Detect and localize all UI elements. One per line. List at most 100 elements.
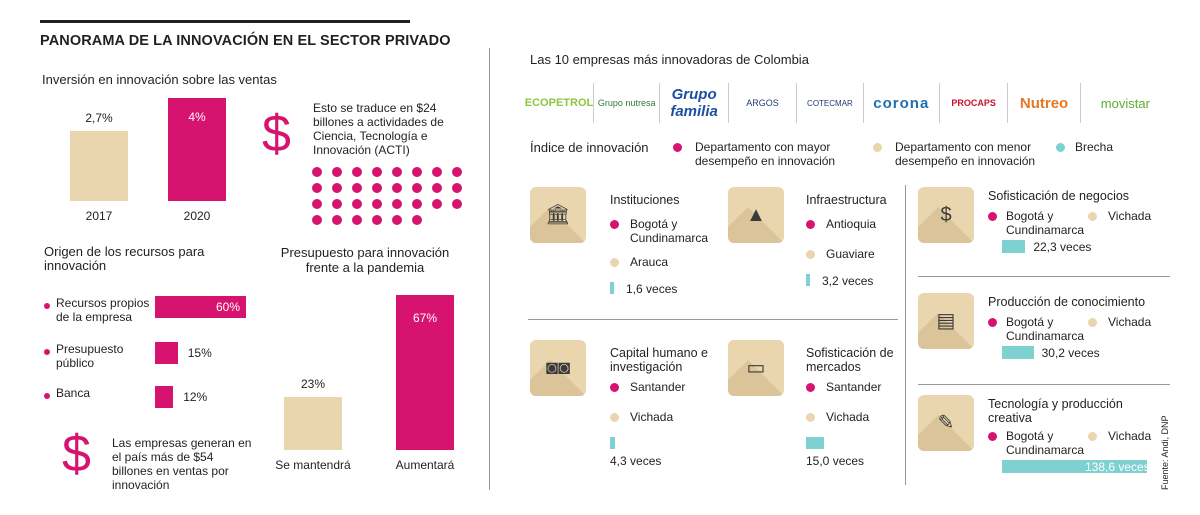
gap-bar (1002, 460, 1147, 473)
billion-dot (432, 199, 442, 209)
billion-dot (432, 183, 442, 193)
investment-bar (70, 131, 128, 201)
category-title: Producción de conocimiento (988, 295, 1146, 309)
gap-bar (1002, 240, 1026, 253)
low-dept-label: Vichada (630, 410, 674, 424)
origin-bar (155, 342, 178, 364)
logo-separator (659, 83, 661, 123)
gap-label: 1,6 veces (626, 282, 678, 296)
top-dept-dot (610, 220, 619, 229)
company-logo: Grupo nutresa (597, 98, 656, 108)
billion-dot (372, 199, 382, 209)
gap-label: 3,2 veces (822, 274, 874, 288)
title-rule (40, 20, 410, 23)
basket-icon-box: ▭ (728, 340, 784, 396)
company-logo: Nutreo (1019, 94, 1069, 112)
billion-dot (312, 167, 322, 177)
pencil-icon: ✎ (937, 412, 955, 434)
low-dept-label: Vichada (1108, 315, 1152, 329)
billion-dot (352, 215, 362, 225)
logo-separator (1079, 83, 1081, 123)
low-dept-label: Arauca (630, 255, 669, 269)
top-dept-label: Bogotá y Cundinamarca (1006, 429, 1085, 457)
billion-dot (352, 199, 362, 209)
document-icon: ▤ (936, 310, 956, 332)
investment-bar (168, 98, 226, 201)
billion-dot (352, 183, 362, 193)
dollar-icon: $ (62, 425, 91, 483)
row-divider (918, 276, 1170, 277)
logo-separator (1007, 83, 1009, 123)
billion-dot (352, 167, 362, 177)
coin-icon: $ (940, 204, 952, 226)
top-dept-label: Santander (630, 380, 686, 394)
category-title: Tecnología y producción creativa (988, 397, 1123, 425)
company-logos: ECOPETROL Grupo nutresa Grupo familia ARGOS… (525, 80, 1170, 126)
origin-bar (155, 386, 174, 408)
logo-separator (862, 83, 864, 123)
basket-icon: ▭ (746, 357, 766, 379)
budget-value-label: 67% (412, 311, 438, 325)
investment-note: Esto se traduce en $24 billones a activi… (313, 101, 444, 157)
gap-bar (610, 282, 614, 294)
origin-bullet (44, 303, 50, 309)
investment-value-label: 4% (188, 110, 206, 124)
glasses-icon: ◙◙ (545, 357, 571, 379)
company-logo: COTECMAR (807, 98, 853, 108)
origin-value-label: 60% (216, 300, 241, 314)
investment-value-label: 2,7% (85, 111, 113, 126)
institution-icon: 🏛 (545, 204, 571, 226)
gap-label: 22,3 veces (1033, 240, 1092, 254)
top-dept-label: Bogotá y Cundinamarca (1006, 209, 1085, 237)
logo-separator (593, 83, 594, 123)
low-dept-dot (806, 413, 815, 422)
low-dept-label: Vichada (1108, 209, 1152, 223)
top-dept-dot (806, 383, 815, 392)
origin-footer-note: Las empresas generan en el país más de $… (112, 436, 252, 492)
legend-item-low: Departamento con menor desempeño en inno… (895, 140, 1036, 168)
billion-dot (452, 167, 462, 177)
legend-item-high: Departamento con mayor desempeño en inno… (695, 140, 836, 168)
billion-dot (452, 183, 462, 193)
row-divider (528, 319, 898, 320)
logo-separator (938, 83, 940, 123)
company-logo: corona (873, 94, 930, 112)
billion-dot (412, 199, 422, 209)
low-dept-dot (1088, 432, 1097, 441)
pencil-icon-box: ✎ (918, 395, 974, 451)
page-title: PANORAMA DE LA INNOVACIÓN EN EL SECTOR P… (40, 33, 451, 49)
low-dept-dot (1088, 212, 1097, 221)
company-logo: movistar (1100, 95, 1150, 111)
company-logo: PROCAPS (951, 98, 996, 108)
top-dept-label: Bogotá y Cundinamarca (1006, 315, 1085, 343)
low-dept-dot (1088, 318, 1097, 327)
billion-dot (392, 167, 402, 177)
origin-category-label: Banca (56, 386, 91, 400)
gap-bar (610, 437, 616, 449)
category-title: Capital humano e investigación (610, 346, 708, 374)
origin-bullet (44, 349, 50, 355)
category-title: Infraestructura (806, 193, 887, 207)
billion-dot (312, 183, 322, 193)
budget-chart: 23% Se mantendrá 67% Aumentará (270, 295, 470, 475)
origin-value-label: 15% (187, 346, 212, 360)
low-dept-dot (610, 258, 619, 267)
origin-chart: Recursos propios de la empresa 60% Presupu… (40, 290, 270, 420)
glasses-icon-box: ◙◙ (530, 340, 586, 396)
legend-item-gap: Brecha (1075, 140, 1114, 154)
billion-dot (332, 215, 342, 225)
billions-dot-grid (312, 167, 472, 227)
traffic-cone-icon: ▲ (746, 204, 766, 226)
category-title: Sofisticación de mercados (806, 346, 894, 374)
billion-dot (372, 167, 382, 177)
budget-value-label: 23% (300, 376, 326, 391)
section-divider (489, 48, 490, 490)
company-logo: ARGOS (746, 98, 779, 108)
document-icon-box: ▤ (918, 293, 974, 349)
billion-dot (332, 167, 342, 177)
billion-dot (412, 167, 422, 177)
dollar-icon: $ (262, 105, 291, 163)
top-dept-label: Santander (826, 380, 882, 394)
company-logo: ECOPETROL (524, 97, 594, 109)
investment-year-label: 2020 (183, 209, 211, 223)
